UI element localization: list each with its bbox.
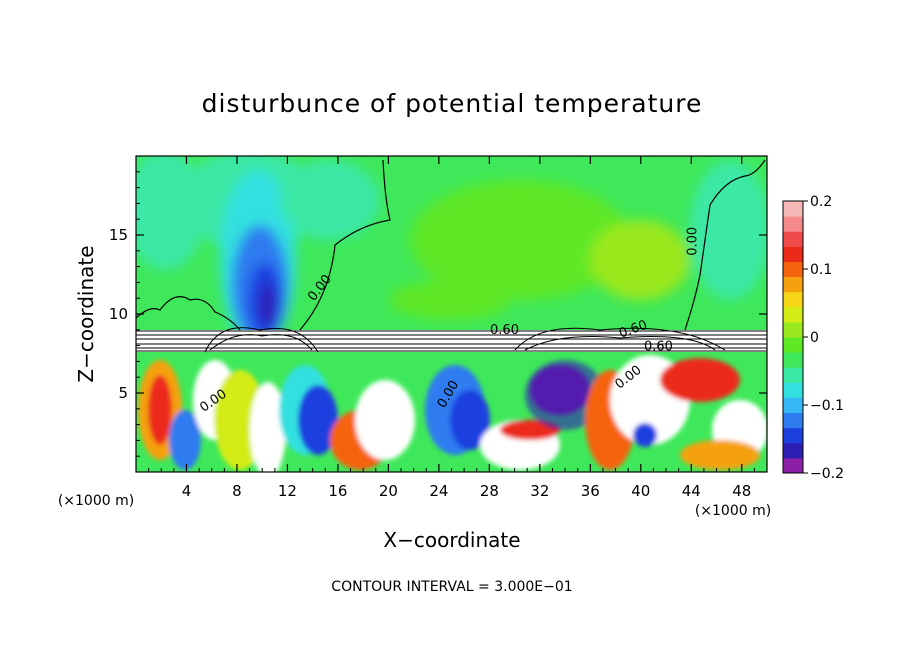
contour-label: 0.60: [490, 323, 519, 338]
colorbar-swatch: [783, 216, 803, 232]
x-axis-unit-left: (×1000 m): [58, 493, 134, 509]
colorbar-swatch: [783, 276, 803, 293]
contour-label: 0.60: [644, 339, 673, 354]
field-upper-features: [136, 156, 767, 350]
colorbar-swatch: [783, 231, 803, 247]
x-tick-label: 24: [429, 482, 448, 500]
colorbar-swatch: [783, 442, 803, 459]
x-tick-label: 48: [732, 482, 751, 500]
y-tick-label: 10: [109, 305, 128, 323]
colorbar-swatch: [783, 352, 803, 368]
colorbar-swatch: [783, 337, 803, 353]
plot-area: [136, 156, 767, 472]
colorbar-swatch: [783, 427, 803, 444]
x-tick-label: 36: [581, 482, 600, 500]
x-axis-label: X−coordinate: [383, 528, 520, 552]
colorbar-swatch: [783, 246, 803, 262]
y-tick-label: 15: [109, 226, 128, 244]
colorbar-tick-label: −0.1: [810, 398, 844, 414]
stable-layer-contours: [136, 327, 767, 353]
x-tick-label: 12: [278, 482, 297, 500]
x-tick-label: 4: [182, 482, 192, 500]
field-lower-features: [138, 355, 767, 472]
x-tick-label: 8: [232, 482, 242, 500]
colorbar-swatch: [783, 367, 803, 383]
x-axis-unit-right: (×1000 m): [695, 503, 771, 519]
colorbar-swatch: [783, 457, 803, 474]
colorbar-swatch: [783, 261, 803, 278]
colorbar-swatch: [783, 201, 803, 217]
x-axis: 4 8 12 16 20 24 28 32 36 40 44 48: [148, 156, 755, 500]
colorbar-swatch: [783, 321, 803, 338]
x-tick-label: 28: [480, 482, 499, 500]
y-tick-label: 5: [118, 384, 128, 402]
colorbar: 0.2 0.1 0 −0.1 −0.2: [782, 194, 844, 482]
colorbar-tick-label: 0.2: [810, 194, 832, 210]
colorbar-swatch: [783, 291, 803, 308]
colorbar-tick-label: 0.1: [810, 262, 832, 278]
colorbar-swatch: [783, 382, 803, 398]
y-axis: 5 10 15: [109, 171, 767, 457]
colorbar-tick-label: −0.2: [810, 466, 844, 482]
contour-label: 0.00: [685, 227, 700, 256]
x-tick-label: 32: [530, 482, 549, 500]
y-axis-label: Z−coordinate: [74, 245, 98, 382]
contour-interval-note: CONTOUR INTERVAL = 3.000E−01: [331, 579, 572, 595]
x-tick-label: 16: [328, 482, 347, 500]
x-tick-label: 20: [379, 482, 398, 500]
upper-contours: [136, 159, 766, 331]
colorbar-swatch: [783, 397, 803, 414]
colorbar-tick-label: 0: [810, 330, 819, 346]
x-tick-label: 40: [631, 482, 650, 500]
colorbar-swatch: [783, 306, 803, 323]
x-tick-label: 44: [682, 482, 701, 500]
chart-title: disturbunce of potential temperature: [202, 89, 703, 118]
colorbar-swatch: [783, 412, 803, 429]
